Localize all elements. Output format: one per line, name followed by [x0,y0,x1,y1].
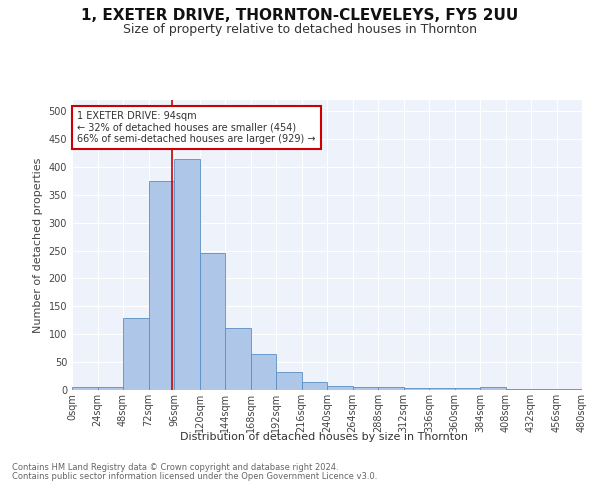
Bar [378,387,404,390]
Bar [327,386,353,390]
Bar [429,388,455,390]
Text: Distribution of detached houses by size in Thornton: Distribution of detached houses by size … [180,432,468,442]
Text: Contains HM Land Registry data © Crown copyright and database right 2024.: Contains HM Land Registry data © Crown c… [12,464,338,472]
Bar [72,387,97,390]
Bar [199,254,225,390]
Bar [404,388,429,390]
Text: 1, EXETER DRIVE, THORNTON-CLEVELEYS, FY5 2UU: 1, EXETER DRIVE, THORNTON-CLEVELEYS, FY5… [82,8,518,22]
Bar [149,181,174,390]
Bar [582,388,600,390]
Bar [353,386,378,390]
Bar [225,328,251,390]
Bar [480,387,505,390]
Text: Size of property relative to detached houses in Thornton: Size of property relative to detached ho… [123,22,477,36]
Bar [276,372,302,390]
Text: 1 EXETER DRIVE: 94sqm
← 32% of detached houses are smaller (454)
66% of semi-det: 1 EXETER DRIVE: 94sqm ← 32% of detached … [77,111,316,144]
Bar [251,354,276,390]
Bar [123,318,149,390]
Y-axis label: Number of detached properties: Number of detached properties [33,158,43,332]
Bar [174,158,199,390]
Bar [302,382,327,390]
Bar [97,387,123,390]
Bar [455,388,480,390]
Text: Contains public sector information licensed under the Open Government Licence v3: Contains public sector information licen… [12,472,377,481]
